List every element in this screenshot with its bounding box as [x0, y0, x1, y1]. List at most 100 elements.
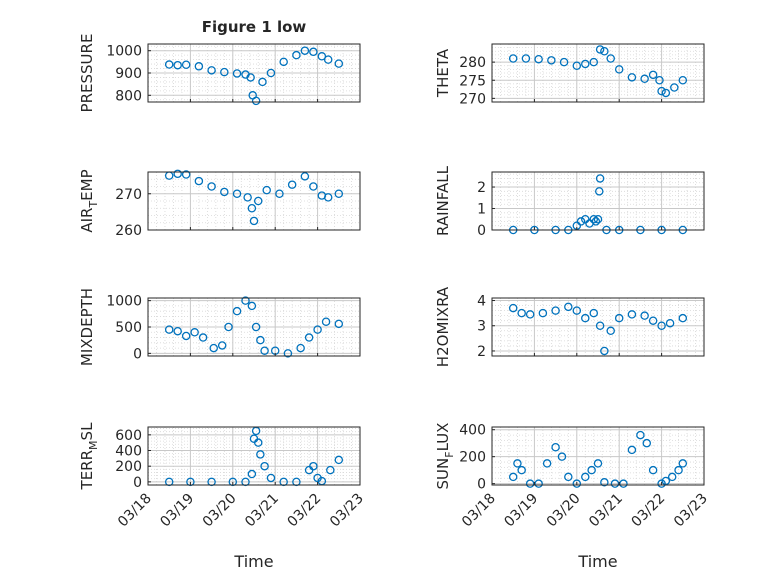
data-point: [283, 349, 293, 358]
plot-area: [492, 427, 704, 485]
data-point: [589, 57, 599, 67]
y-axis-label-main: H2OMIXRA: [434, 286, 452, 367]
subplot-theta: 270 275 280 THETA: [434, 43, 705, 107]
axes-box: [491, 426, 705, 486]
data-point: [627, 73, 637, 82]
data-point: [614, 313, 624, 323]
data-point: [572, 479, 582, 488]
data-point: [260, 461, 269, 471]
data-point: [581, 313, 590, 323]
data-point: [581, 472, 590, 482]
data-point: [674, 465, 683, 475]
axes-box: [147, 171, 361, 231]
y-tick-label: 400: [459, 423, 486, 439]
subplot-pressure: 800 900 1000 Figure 1 low PRESSURE: [78, 18, 361, 113]
data-point: [304, 333, 314, 342]
data-point: [581, 215, 590, 224]
data-point: [207, 182, 216, 191]
y-tick-label: 280: [459, 55, 486, 71]
data-point: [296, 343, 305, 353]
data-point: [591, 217, 601, 226]
axes-box: [491, 297, 705, 357]
data-point: [627, 445, 637, 455]
data-point: [595, 174, 605, 183]
data-point: [253, 196, 263, 206]
data-point: [326, 465, 335, 475]
data-point: [557, 452, 567, 461]
data-point: [224, 322, 233, 332]
data-point: [661, 88, 671, 98]
y-tick-label: 270: [115, 187, 142, 203]
data-point: [525, 479, 535, 488]
data-point: [207, 66, 216, 75]
data-point: [547, 56, 556, 65]
data-point: [542, 459, 552, 468]
y-tick-label: 1000: [106, 44, 142, 60]
data-point: [559, 57, 569, 67]
data-point: [600, 346, 609, 356]
data-point: [247, 301, 257, 311]
data-point: [589, 308, 599, 318]
data-point: [534, 479, 543, 488]
data-point: [292, 50, 301, 60]
data-point: [241, 296, 250, 305]
y-axis-label-main: THETA: [434, 48, 452, 98]
y-axis-label-suffix: LUX: [434, 423, 452, 452]
data-point: [564, 472, 573, 482]
data-point: [521, 54, 531, 63]
data-point: [600, 47, 609, 56]
data-point: [275, 189, 284, 198]
data-point: [572, 306, 582, 315]
y-axis-label-subscript: F: [443, 451, 456, 457]
data-point: [164, 60, 174, 69]
data-point: [279, 57, 288, 67]
data-point: [581, 59, 590, 69]
plot-area: [492, 298, 704, 356]
subplot-air_temp: 260 270 AIRTEMP: [78, 169, 361, 239]
y-tick-label: 2: [477, 344, 486, 360]
data-point: [181, 170, 191, 179]
data-point: [209, 343, 218, 353]
data-point: [513, 459, 522, 468]
y-tick-label: 0: [133, 475, 142, 491]
data-point: [648, 465, 658, 475]
data-point: [665, 318, 675, 328]
y-axis-label: PRESSURE: [78, 34, 96, 113]
data-point: [173, 326, 182, 336]
data-point: [517, 465, 526, 475]
data-point: [181, 331, 191, 341]
data-point: [334, 455, 344, 465]
chart-title: Figure 1 low: [202, 18, 307, 36]
data-point: [593, 459, 603, 468]
x-axis-label: Time: [577, 552, 617, 571]
data-point: [249, 216, 259, 226]
data-point: [678, 459, 688, 468]
data-point: [334, 59, 344, 68]
y-axis-label-subscript: M: [87, 440, 100, 450]
data-point: [247, 469, 257, 479]
data-point: [258, 77, 267, 87]
data-point: [220, 187, 229, 197]
data-point: [576, 217, 586, 226]
data-point: [190, 328, 199, 337]
data-point: [678, 76, 688, 85]
data-point: [309, 461, 318, 471]
axes-box: [491, 171, 705, 231]
y-tick-label: 3: [477, 319, 486, 335]
y-axis-label-main: RAINFALL: [434, 165, 452, 236]
axes-box: [491, 43, 705, 103]
y-tick-label: 200: [459, 450, 486, 466]
y-axis-label-main: AIR: [78, 208, 96, 233]
y-tick-label: 800: [115, 88, 142, 104]
y-tick-label: 2: [477, 180, 486, 196]
data-point: [595, 321, 605, 330]
data-point: [508, 303, 518, 313]
data-point: [606, 326, 615, 336]
y-tick-label: 0: [477, 477, 486, 493]
data-point: [534, 54, 543, 64]
data-point: [640, 74, 649, 84]
y-tick-label: 260: [115, 223, 142, 239]
